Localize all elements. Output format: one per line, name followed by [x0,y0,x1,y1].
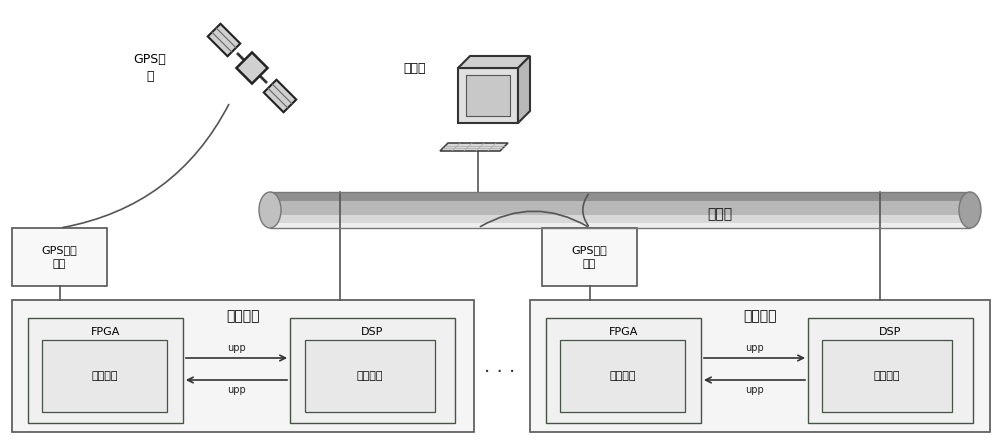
Bar [822,340,952,412]
Bar [42,340,167,412]
Text: GPS卫
星: GPS卫 星 [134,53,166,83]
Polygon shape [236,53,268,84]
Polygon shape [518,56,530,123]
Bar [270,223,970,228]
Bar [12,228,107,286]
Ellipse shape [259,192,281,228]
Bar [546,318,701,423]
Bar [28,318,183,423]
Text: upp: upp [745,343,764,353]
Bar [290,318,455,423]
Text: 数据计算: 数据计算 [357,371,383,381]
Text: · · ·: · · · [484,362,516,381]
Polygon shape [440,143,508,151]
Text: 数据计算: 数据计算 [874,371,900,381]
Bar [560,340,685,412]
Text: upp: upp [227,385,246,395]
Text: DSP: DSP [361,327,384,337]
Text: GPS接收
模块: GPS接收 模块 [42,245,77,269]
Text: 上位机: 上位机 [404,61,426,75]
Polygon shape [264,80,296,112]
Bar [542,228,637,286]
Text: 测量装置: 测量装置 [743,309,777,323]
Bar [270,192,970,201]
Text: 测量装置: 测量装置 [226,309,260,323]
Text: 数据采样: 数据采样 [609,371,636,381]
Text: 以太网: 以太网 [707,207,733,221]
Polygon shape [208,24,240,56]
Text: upp: upp [745,385,764,395]
Text: 数据采样: 数据采样 [91,371,118,381]
Text: DSP: DSP [879,327,902,337]
Polygon shape [458,56,530,68]
Bar [305,340,435,412]
Text: FPGA: FPGA [609,327,638,337]
Bar [530,300,990,432]
Bar [270,201,970,215]
Polygon shape [466,75,510,116]
Text: GPS接收
模块: GPS接收 模块 [572,245,607,269]
Bar [808,318,973,423]
Bar [12,300,474,432]
Text: FPGA: FPGA [91,327,120,337]
Bar [270,192,970,228]
Ellipse shape [959,192,981,228]
Bar [270,215,970,223]
Polygon shape [458,68,518,123]
Text: upp: upp [227,343,246,353]
